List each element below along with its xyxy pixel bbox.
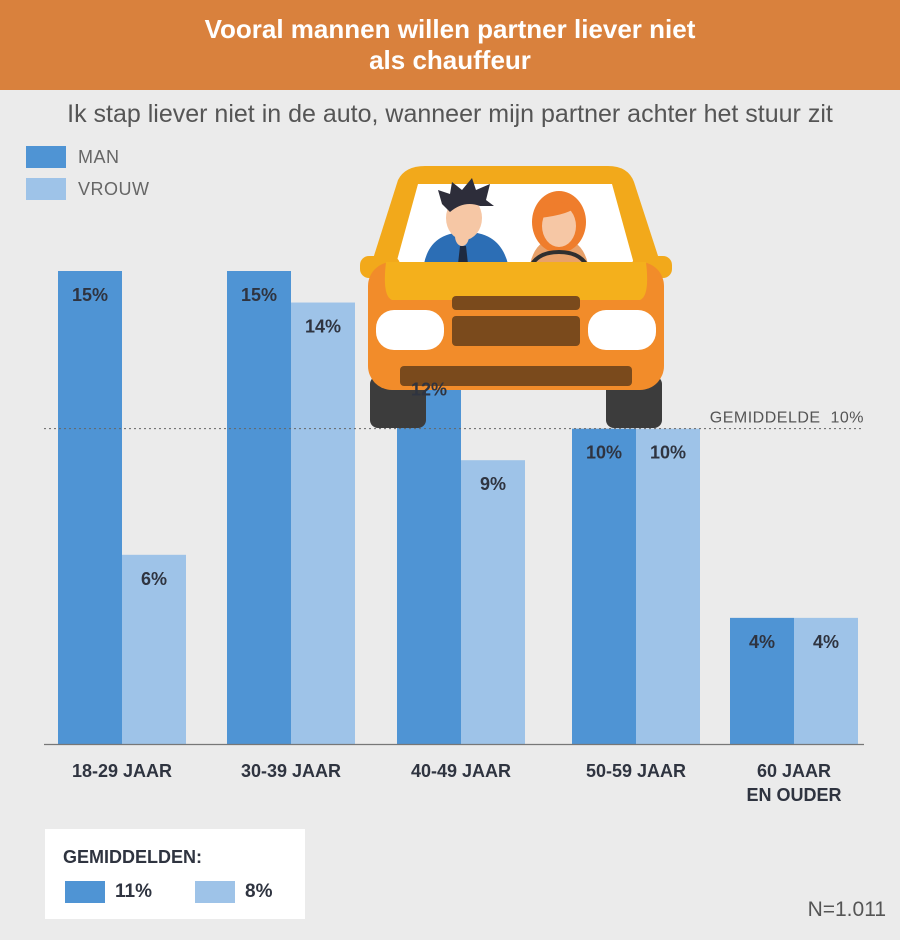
chart-subtitle: Ik stap liever niet in de auto, wanneer … (67, 100, 833, 128)
legend-item-vrouw: VROUW (26, 177, 150, 201)
category-label-4-line-0: 60 JAAR (757, 761, 831, 781)
car-grille (452, 316, 580, 346)
legend-swatch-man (26, 146, 66, 168)
bar-value-label-vrouw-4: 4% (813, 632, 839, 652)
man-passenger-icon (424, 178, 508, 264)
category-label-2: 40-49 JAAR (411, 761, 511, 781)
title-line-2: als chauffeur (369, 45, 531, 75)
category-label-4-line-1: EN OUDER (746, 785, 841, 805)
sample-size-label: N=1.011 (807, 898, 886, 921)
average-vrouw: 8% (195, 879, 272, 905)
averages-title: GEMIDDELDEN: (63, 847, 202, 867)
axis-layer: GEMIDDELDE 10% (44, 410, 864, 746)
car-bumper (400, 366, 632, 386)
bar-value-label-vrouw-1: 14% (305, 317, 341, 337)
average-line-label: GEMIDDELDE 10% (710, 410, 864, 427)
bar-vrouw-1 (291, 302, 355, 744)
bars-group (58, 271, 858, 744)
labels-group: 15% 6% 18-29 JAAR 15% 14% 30-39 JAAR 12% 9% 40-4… (72, 285, 842, 805)
bar-value-label-man-3: 10% (586, 443, 622, 463)
averages-box: GEMIDDELDEN: 11% 8% (45, 829, 305, 919)
bar-man-3 (572, 428, 636, 744)
average-value-vrouw: 8% (245, 881, 273, 902)
average-value-man: 11% (115, 881, 152, 902)
bar-value-label-man-4: 4% (749, 632, 775, 652)
bar-value-label-man-1: 15% (241, 285, 277, 305)
headlight-right (588, 310, 656, 350)
bar-value-label-man-0: 15% (72, 285, 108, 305)
legend-swatch-vrouw (26, 178, 66, 200)
woman-driver-icon (530, 191, 588, 266)
average-swatch-vrouw (195, 881, 235, 903)
category-label-3: 50-59 JAAR (586, 761, 686, 781)
bar-vrouw-2 (461, 460, 525, 744)
legend-label-man: MAN (78, 146, 120, 167)
bar-value-label-vrouw-0: 6% (141, 569, 167, 589)
hood-vent (452, 296, 580, 310)
average-man: 11% (65, 879, 152, 905)
bar-vrouw-4 (794, 617, 858, 744)
bar-value-label-vrouw-3: 10% (650, 443, 686, 463)
average-swatch-man (65, 881, 105, 903)
title-line-1: Vooral mannen willen partner liever niet (204, 14, 696, 44)
bar-vrouw-0 (122, 554, 186, 744)
bar-man-1 (227, 271, 291, 744)
headlight-left (376, 310, 444, 350)
title-banner: Vooral mannen willen partner liever niet… (0, 0, 900, 90)
bar-man-0 (58, 271, 122, 744)
bar-man-4 (730, 617, 794, 744)
category-label-1: 30-39 JAAR (241, 761, 341, 781)
bar-value-label-vrouw-2: 9% (480, 474, 506, 494)
car-illustration (360, 166, 672, 428)
category-label-0: 18-29 JAAR (72, 761, 172, 781)
bar-vrouw-3 (636, 428, 700, 744)
car-hood (384, 262, 648, 300)
legend-item-man: MAN (26, 145, 120, 169)
bar-value-label-man-2: 12% (411, 380, 447, 400)
legend-label-vrouw: VROUW (78, 178, 150, 199)
